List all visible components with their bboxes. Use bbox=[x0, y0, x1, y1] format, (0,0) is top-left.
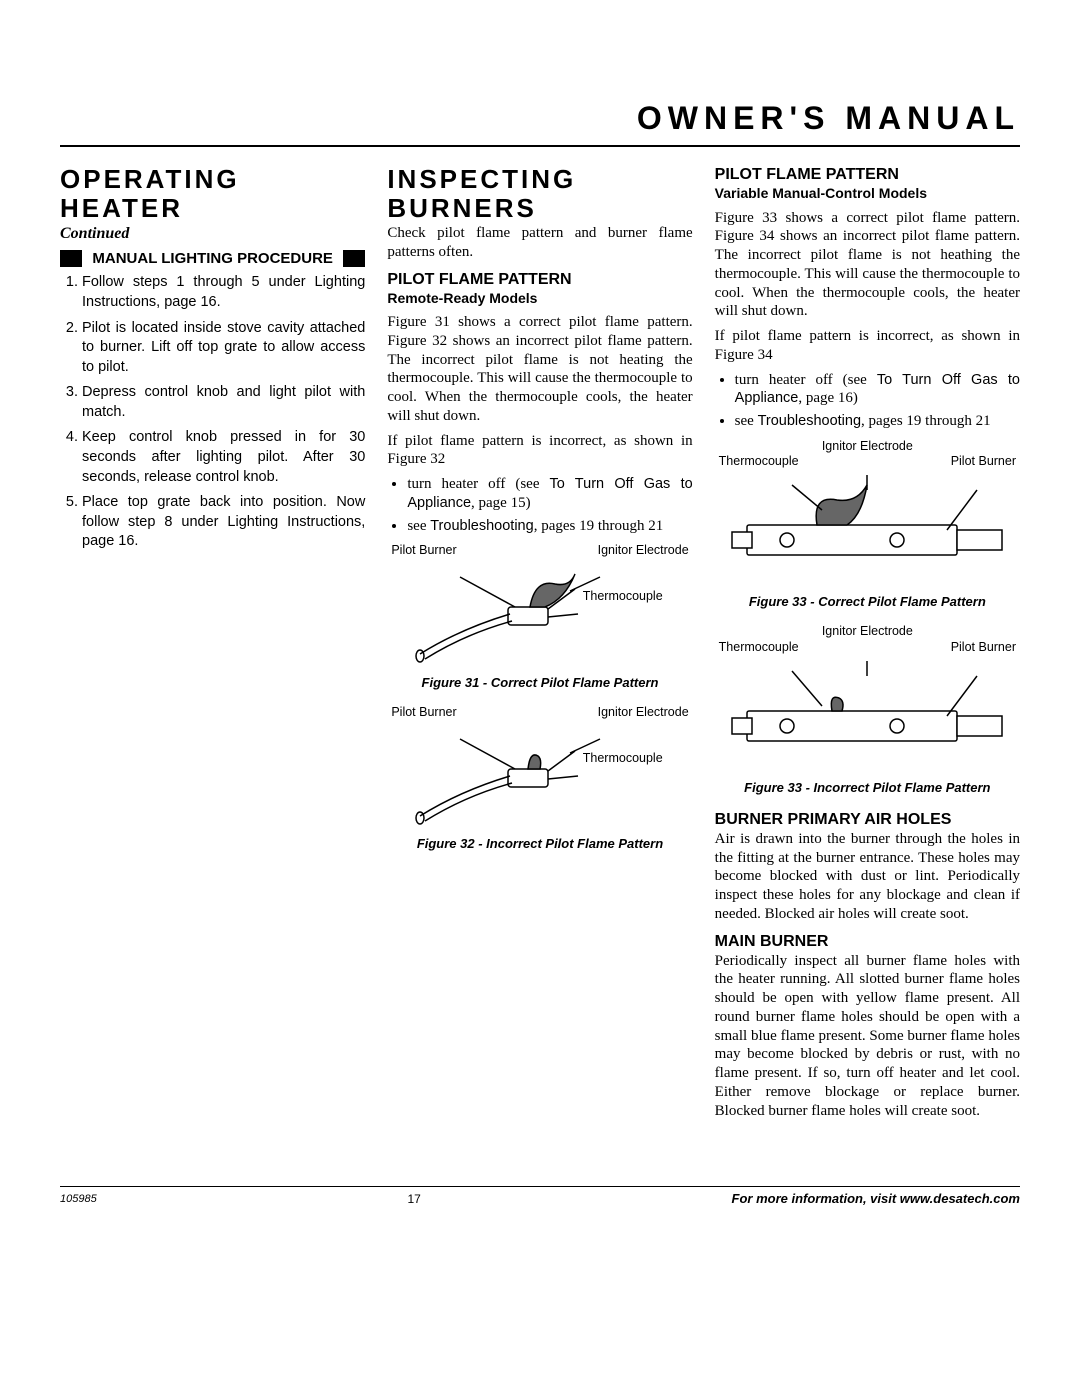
subheading-pilot-flame-remote: PILOT FLAME PATTERN bbox=[387, 270, 692, 290]
subheading-remote-models: Remote-Ready Models bbox=[387, 290, 692, 308]
remote-bullets: turn heater off (see To Turn Off Gas to … bbox=[387, 475, 692, 535]
variable-p1: Figure 33 shows a correct pilot flame pa… bbox=[715, 209, 1020, 322]
footer-doc-number: 105985 bbox=[60, 1193, 97, 1205]
header-rule bbox=[60, 145, 1020, 147]
page-footer: 105985 17 For more information, visit ww… bbox=[60, 1187, 1020, 1206]
label-thermocouple-33: Thermocouple bbox=[719, 454, 799, 470]
remote-p1: Figure 31 shows a correct pilot flame pa… bbox=[387, 313, 692, 426]
step-2: Pilot is located inside stove cavity att… bbox=[82, 319, 365, 378]
label-ignitor-electrode-32: Ignitor Electrode bbox=[598, 705, 689, 721]
subheading-pilot-flame-variable: PILOT FLAME PATTERN bbox=[715, 165, 1020, 185]
air-holes-text: Air is drawn into the burner through the… bbox=[715, 830, 1020, 924]
page-header: OWNER'S MANUAL bbox=[60, 100, 1020, 145]
caption-figure-33b: Figure 33 - Incorrect Pilot Flame Patter… bbox=[715, 780, 1020, 796]
step-1: Follow steps 1 through 5 under Lighting … bbox=[82, 273, 365, 312]
boxed-heading-manual-lighting: MANUAL LIGHTING PROCEDURE bbox=[60, 250, 365, 267]
continued-label: Continued bbox=[60, 224, 365, 244]
label-ignitor-33: Ignitor Electrode bbox=[715, 439, 1020, 455]
footer-page-number: 17 bbox=[407, 1192, 420, 1206]
column-1: OPERATING HEATER Continued MANUAL LIGHTI… bbox=[60, 165, 365, 1126]
column-3: PILOT FLAME PATTERN Variable Manual-Cont… bbox=[715, 165, 1020, 1126]
boxed-heading-text: MANUAL LIGHTING PROCEDURE bbox=[88, 250, 337, 267]
manual-lighting-steps: Follow steps 1 through 5 under Lighting … bbox=[60, 273, 365, 551]
figure-33-svg bbox=[717, 470, 1017, 590]
remote-bullet-2: see Troubleshooting, pages 19 through 21 bbox=[407, 517, 692, 536]
subheading-air-holes: BURNER PRIMARY AIR HOLES bbox=[715, 810, 1020, 830]
step-5: Place top grate back into position. Now … bbox=[82, 493, 365, 552]
label-ignitor-electrode: Ignitor Electrode bbox=[598, 543, 689, 559]
label-pilot-burner-32: Pilot Burner bbox=[391, 705, 456, 721]
label-thermocouple-32: Thermocouple bbox=[583, 751, 663, 767]
figure-31: Pilot Burner Ignitor Electrode Thermoco bbox=[387, 543, 692, 604]
footer-info: For more information, visit www.desatech… bbox=[732, 1191, 1020, 1206]
variable-p2: If pilot flame pattern is incorrect, as … bbox=[715, 327, 1020, 365]
subheading-variable-models: Variable Manual-Control Models bbox=[715, 185, 1020, 203]
remote-bullet-1: turn heater off (see To Turn Off Gas to … bbox=[407, 475, 692, 513]
label-thermocouple-33b: Thermocouple bbox=[719, 640, 799, 656]
label-pilot-burner-33b: Pilot Burner bbox=[951, 640, 1016, 656]
caption-figure-32: Figure 32 - Incorrect Pilot Flame Patter… bbox=[387, 836, 692, 852]
figure-33b: Ignitor Electrode Thermocouple Pilot Bur… bbox=[715, 624, 1020, 775]
figure-33b-svg bbox=[717, 656, 1017, 776]
remote-p2: If pilot flame pattern is incorrect, as … bbox=[387, 432, 692, 470]
step-3: Depress control knob and light pilot wit… bbox=[82, 383, 365, 422]
variable-bullets: turn heater off (see To Turn Off Gas to … bbox=[715, 371, 1020, 431]
step-4: Keep control knob pressed in for 30 seco… bbox=[82, 428, 365, 487]
caption-figure-31: Figure 31 - Correct Pilot Flame Pattern bbox=[387, 675, 692, 691]
label-pilot-burner-33: Pilot Burner bbox=[951, 454, 1016, 470]
heading-inspecting-burners: INSPECTING BURNERS bbox=[387, 165, 692, 222]
variable-bullet-1: turn heater off (see To Turn Off Gas to … bbox=[735, 371, 1020, 409]
label-thermocouple: Thermocouple bbox=[583, 589, 663, 605]
figure-32: Pilot Burner Ignitor Electrode Thermoco bbox=[387, 705, 692, 766]
heading-operating-heater: OPERATING HEATER bbox=[60, 165, 365, 222]
column-2: INSPECTING BURNERS Check pilot flame pat… bbox=[387, 165, 692, 1126]
caption-figure-33a: Figure 33 - Correct Pilot Flame Pattern bbox=[715, 594, 1020, 610]
variable-bullet-2: see Troubleshooting, pages 19 through 21 bbox=[735, 412, 1020, 431]
inspect-intro: Check pilot flame pattern and burner fla… bbox=[387, 224, 692, 262]
subheading-main-burner: MAIN BURNER bbox=[715, 932, 1020, 952]
black-box-left bbox=[60, 250, 82, 267]
main-burner-text: Periodically inspect all burner flame ho… bbox=[715, 952, 1020, 1121]
figure-31-svg bbox=[400, 559, 680, 679]
label-pilot-burner: Pilot Burner bbox=[391, 543, 456, 559]
figure-33: Ignitor Electrode Thermocouple Pilot Bur… bbox=[715, 439, 1020, 590]
label-ignitor-33b: Ignitor Electrode bbox=[715, 624, 1020, 640]
content-columns: OPERATING HEATER Continued MANUAL LIGHTI… bbox=[60, 165, 1020, 1126]
black-box-right bbox=[343, 250, 365, 267]
figure-32-svg bbox=[400, 721, 680, 841]
